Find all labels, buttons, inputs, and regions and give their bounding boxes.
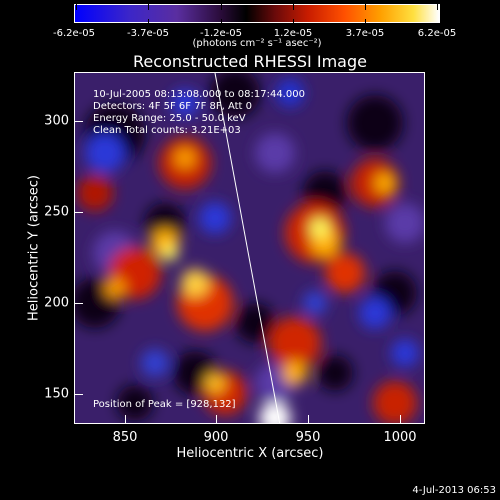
colorbar-tick bbox=[293, 4, 294, 10]
solar-limb-line bbox=[214, 73, 281, 423]
y-tick-label: 250 bbox=[44, 204, 69, 220]
y-tick bbox=[75, 212, 83, 213]
x-tick bbox=[216, 415, 217, 423]
emission-blob bbox=[310, 218, 330, 238]
colorbar-tick bbox=[365, 4, 366, 10]
colorbar-label: 6.2e-05 bbox=[417, 28, 457, 39]
emission-blob bbox=[375, 173, 395, 193]
emission-blob bbox=[77, 175, 113, 211]
emission-blob bbox=[255, 133, 295, 173]
x-tick-label: 1000 bbox=[383, 430, 417, 445]
emission-blob bbox=[145, 203, 185, 243]
footer-timestamp: 4-Jul-2013 06:53 bbox=[412, 485, 496, 496]
emission-blob bbox=[276, 79, 304, 107]
colorbar-tick bbox=[365, 19, 366, 25]
colorbar-label: 3.7e-05 bbox=[345, 28, 385, 39]
emission-blob bbox=[391, 339, 419, 367]
peak-position-text: Position of Peak = [928,132] bbox=[93, 399, 236, 410]
image-plot: 10-Jul-2005 08:13:08.000 to 08:17:44.000… bbox=[74, 72, 425, 424]
emission-blob bbox=[162, 245, 178, 261]
colorbar-label: -1.2e-05 bbox=[200, 28, 242, 39]
colorbar-tick bbox=[221, 4, 222, 10]
emission-blob bbox=[385, 203, 424, 243]
info-text-time: 10-Jul-2005 08:13:08.000 to 08:17:44.000 bbox=[93, 89, 305, 100]
emission-blob bbox=[141, 349, 169, 377]
y-tick-label: 150 bbox=[44, 386, 69, 402]
colorbar-label: -6.2e-05 bbox=[53, 28, 95, 39]
emission-blob bbox=[181, 269, 209, 297]
info-text-detectors: Detectors: 4F 5F 6F 7F 8F, Att 0 bbox=[93, 101, 253, 112]
colorbar-tick bbox=[148, 19, 149, 25]
emission-blob bbox=[85, 133, 125, 173]
emission-blob bbox=[105, 278, 125, 298]
colorbar-gradient bbox=[74, 4, 440, 23]
info-text-algorithm: Clean Total counts: 3.21E+03 bbox=[93, 125, 241, 136]
emission-blob bbox=[317, 355, 353, 391]
emission-blob bbox=[205, 373, 225, 393]
x-tick bbox=[400, 415, 401, 423]
colorbar-tick bbox=[221, 19, 222, 25]
colorbar-tick bbox=[437, 4, 438, 10]
y-tick bbox=[75, 121, 83, 122]
y-tick bbox=[75, 394, 83, 395]
x-tick bbox=[125, 415, 126, 423]
emission-blob bbox=[265, 403, 285, 423]
emission-blob bbox=[269, 317, 321, 369]
y-tick-label: 200 bbox=[44, 295, 69, 311]
colorbar-tick bbox=[76, 4, 77, 10]
emission-blob bbox=[359, 297, 391, 329]
colorbar-tick bbox=[148, 4, 149, 10]
heatmap-image bbox=[75, 73, 424, 423]
emission-blob bbox=[210, 73, 260, 118]
x-tick-label: 900 bbox=[203, 430, 229, 445]
x-tick-label: 950 bbox=[295, 430, 321, 445]
emission-blob bbox=[373, 381, 417, 423]
y-tick bbox=[75, 303, 83, 304]
x-tick-label: 850 bbox=[112, 430, 138, 445]
colorbar-units: (photons cm⁻² s⁻¹ asec⁻²) bbox=[192, 38, 322, 49]
colorbar-label: -3.7e-05 bbox=[127, 28, 169, 39]
x-tick bbox=[308, 415, 309, 423]
info-text-energy: Energy Range: 25.0 - 50.0 keV bbox=[93, 113, 246, 124]
emission-blob bbox=[325, 253, 365, 293]
emission-blob bbox=[175, 148, 195, 168]
emission-blob bbox=[199, 202, 231, 234]
emission-blob bbox=[171, 89, 199, 117]
y-tick-label: 300 bbox=[44, 113, 69, 129]
colorbar-label: 1.2e-05 bbox=[273, 28, 313, 39]
emission-blob bbox=[283, 361, 307, 385]
x-axis-title: Heliocentric X (arcsec) bbox=[176, 446, 324, 461]
plot-title: Reconstructed RHESSI Image bbox=[133, 52, 367, 71]
colorbar bbox=[74, 4, 440, 25]
colorbar-tick bbox=[293, 19, 294, 25]
emission-blob bbox=[117, 385, 153, 421]
y-axis-title: Heliocentric Y (arcsec) bbox=[26, 175, 42, 321]
emission-blob bbox=[347, 95, 403, 151]
emission-blob bbox=[235, 303, 275, 343]
emission-blob bbox=[303, 291, 327, 315]
